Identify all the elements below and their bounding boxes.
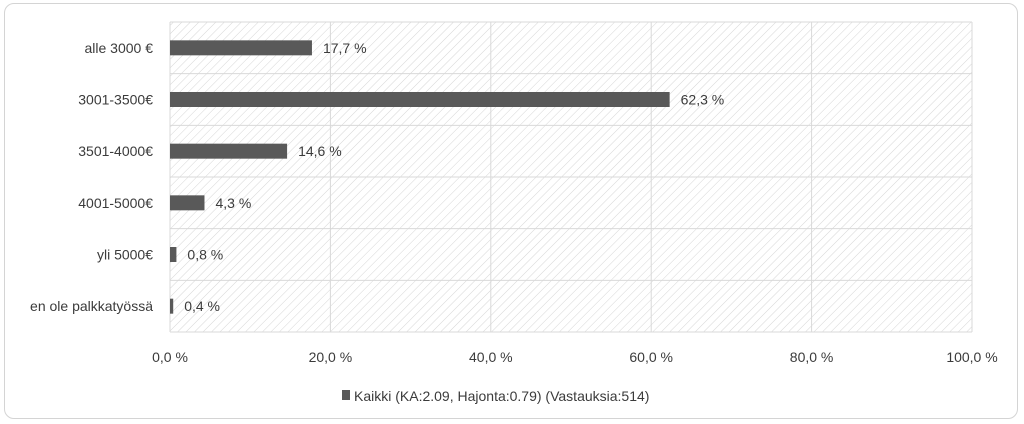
value-axis: 0,0 % 20,0 % 40,0 % 60,0 % 80,0 % 100,0 % [152,349,998,365]
x-tick-label: 20,0 % [309,349,353,365]
category-axis: alle 3000 € 3001-3500€ 3501-4000€ 4001-5000… [30,40,153,314]
bar [170,195,205,211]
data-label: 0,8 % [187,247,223,263]
bar [170,298,174,314]
data-labels: 17,7 % 62,3 % 14,6 % 4,3 % 0,8 % 0,4 % [184,40,724,314]
x-tick-label: 60,0 % [629,349,673,365]
data-label: 17,7 % [323,40,367,56]
category-label: 3001-3500€ [78,92,153,108]
data-label: 14,6 % [298,143,342,159]
category-label: 3501-4000€ [78,143,153,159]
bar [170,143,288,159]
x-tick-label: 80,0 % [790,349,834,365]
grid-lines [169,21,973,333]
bar [170,247,177,262]
data-label: 4,3 % [215,195,251,211]
data-label: 62,3 % [681,92,725,108]
legend-swatch [342,390,350,400]
category-label: 4001-5000€ [78,195,153,211]
data-label: 0,4 % [184,298,220,314]
x-tick-label: 100,0 % [946,349,997,365]
legend: Kaikki (KA:2.09, Hajonta:0.79) (Vastauks… [342,388,649,404]
bar [170,40,312,56]
bar [170,92,670,107]
category-label: yli 5000€ [97,247,153,263]
legend-entry: Kaikki (KA:2.09, Hajonta:0.79) (Vastauks… [354,388,649,404]
bars [170,40,670,314]
x-tick-label: 0,0 % [152,349,188,365]
category-label: alle 3000 € [84,40,153,56]
x-tick-label: 40,0 % [469,349,513,365]
category-label: en ole palkkatyössä [30,298,153,314]
